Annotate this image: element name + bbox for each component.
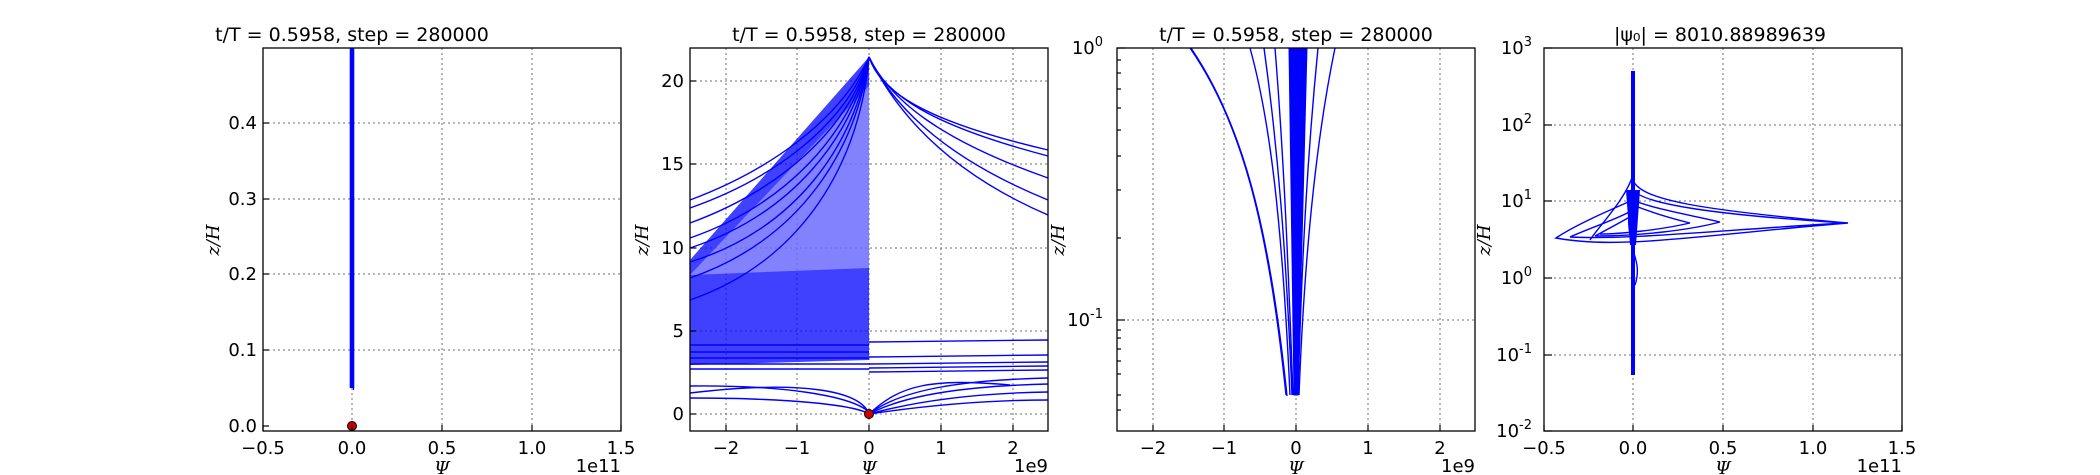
panel-2-ytick: 0 [673, 404, 684, 425]
panel-4-x-offset: 1e11 [1857, 456, 1902, 475]
panel-2-ticks [690, 80, 1014, 431]
panel-1-title: t/T = 0.5958, step = 280000 [215, 24, 489, 46]
panel-2-xlabel: Ψ [861, 458, 878, 475]
panel-1: t/T = 0.5958, step = 280000 − [203, 24, 635, 475]
panel-1-series [349, 48, 355, 390]
panel-2-title: t/T = 0.5958, step = 280000 [732, 24, 1006, 46]
panel-2-x-offset: 1e9 [1014, 456, 1048, 475]
panel-4-title: |ψ₀| = 8010.88989639 [1614, 24, 1826, 46]
panel-3-ticks [1117, 47, 1441, 431]
panel-2-xtick: 1 [935, 438, 946, 459]
panel-2-ytick: 20 [661, 71, 684, 92]
panel-2-ylabel: z/H [632, 224, 653, 257]
panel-2: t/T = 0.5958, step = 280000 [632, 24, 1049, 475]
panel-4-xtick: 1.5 [1888, 438, 1917, 459]
panel-4-ytick: 101 [1501, 188, 1532, 212]
panel-2-xtick: −1 [784, 438, 811, 459]
panel-3-xtick: 2 [1434, 438, 1445, 459]
panel-1-xlabel: Ψ [434, 458, 451, 475]
panel-3-title: t/T = 0.5958, step = 280000 [1159, 24, 1433, 46]
panel-2-series [689, 56, 1049, 415]
panel-4-xtick: 0.0 [1619, 438, 1648, 459]
panel-2-xtick: −2 [713, 438, 740, 459]
panel-3-ytick: 100 [1072, 35, 1103, 59]
panel-4: |ψ₀| = 8010.88989639 [1474, 24, 1916, 475]
panel-1-ytick: 0.0 [228, 416, 257, 437]
panel-1-xtick: 0.5 [428, 438, 457, 459]
panel-4-ytick: 100 [1501, 265, 1532, 289]
panel-4-series [1554, 71, 1849, 375]
panel-4-ytick: 103 [1501, 35, 1532, 59]
panel-3-series [1189, 47, 1336, 397]
panel-3-x-offset: 1e9 [1441, 456, 1475, 475]
panel-3: t/T = 0.5958, step = 280000 [1048, 24, 1476, 475]
panel-4-xtick: −0.5 [1522, 438, 1566, 459]
panel-2-xtick: 2 [1007, 438, 1018, 459]
panel-4-xlabel: Ψ [1715, 458, 1732, 475]
panel-1-xtick: 1.0 [518, 438, 547, 459]
panel-3-xlabel: Ψ [1288, 458, 1305, 475]
panel-4-grid [1544, 48, 1902, 431]
panel-4-ytick: 10-2 [1496, 418, 1532, 442]
panel-2-surface-marker [864, 409, 874, 419]
panel-3-xtick: 1 [1362, 438, 1373, 459]
panel-2-ytick: 10 [661, 238, 684, 259]
panel-3-xtick: −2 [1140, 438, 1167, 459]
panel-1-xtick: −0.5 [241, 438, 285, 459]
panel-1-ytick: 0.2 [228, 264, 257, 285]
panel-2-ytick: 5 [673, 321, 684, 342]
panel-1-ylabel: z/H [203, 224, 224, 257]
panel-4-ticks [1543, 47, 1903, 432]
panel-2-ytick: 15 [661, 154, 684, 175]
panel-4-ytick: 102 [1501, 112, 1532, 136]
panel-3-ylabel: z/H [1048, 224, 1069, 257]
panel-4-ytick: 10-1 [1496, 342, 1532, 366]
panel-1-grid [263, 48, 621, 431]
panel-1-xtick: 0.0 [338, 438, 367, 459]
panel-1-xtick: 1.5 [607, 438, 636, 459]
panel-3-xtick: 0 [1290, 438, 1301, 459]
panel-3-xtick: −1 [1211, 438, 1238, 459]
panel-1-ytick: 0.4 [228, 113, 257, 134]
panel-4-xtick: 1.0 [1799, 438, 1828, 459]
panel-1-ytick: 0.1 [228, 340, 257, 361]
panel-4-ylabel: z/H [1474, 224, 1495, 257]
panel-1-ytick: 0.3 [228, 189, 257, 210]
panel-4-xtick: 0.5 [1709, 438, 1738, 459]
panel-1-ticks [262, 122, 622, 431]
panel-2-xtick: 0 [863, 438, 874, 459]
panel-3-ytick: 10-1 [1067, 307, 1103, 331]
panel-1-x-offset: 1e11 [576, 456, 621, 475]
